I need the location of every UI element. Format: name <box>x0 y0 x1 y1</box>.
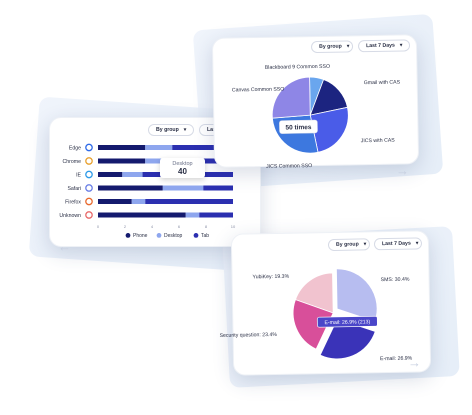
bar-unknown-tab[interactable] <box>199 212 233 218</box>
bar-chrome-phone[interactable] <box>98 158 146 164</box>
group-select[interactable]: By group ▾ <box>148 124 194 136</box>
category-label-unknown: Unknown <box>59 213 81 219</box>
category-label-edge: Edge <box>69 146 81 152</box>
pie-tooltip-label: E-mail: 26.9% (213) <box>324 319 370 326</box>
prev-arrow-icon[interactable]: ← <box>58 239 71 254</box>
pie-label-jics-common-sso: JICS Common SSO <box>266 163 312 170</box>
x-tick-label: 8 <box>205 224 208 229</box>
chevron-down-icon: ▾ <box>415 240 419 247</box>
legend-swatch-desktop <box>156 233 162 238</box>
auth-pie-chart: YubiKey: 19.3% SMS: 30.4% E-mail: 26.9% Sec… <box>220 268 413 363</box>
next-arrow-icon[interactable]: → <box>408 355 421 370</box>
period-select-label: Last 7 Days <box>381 240 411 248</box>
x-tick-label: 0 <box>97 224 100 229</box>
unknown-browser-icon <box>85 211 93 219</box>
pie-label-jics-with-cas: JICS with CAS <box>361 138 396 145</box>
pie-slice-e-mail-26-9[interactable] <box>319 318 376 360</box>
period-select[interactable]: Last 7 Days ▾ <box>373 237 423 251</box>
chevron-down-icon: ▾ <box>183 127 187 133</box>
ie-icon <box>85 170 93 179</box>
period-select[interactable]: Last 7 Days ▾ <box>357 39 411 53</box>
pie-slice-jics-with-cas[interactable] <box>309 106 349 153</box>
bar-unknown-phone[interactable] <box>98 212 186 218</box>
bar-firefox-tab[interactable] <box>145 199 233 204</box>
chart-tooltip: Desktop 40 <box>160 158 205 178</box>
legend-label-desktop: Desktop <box>164 233 183 239</box>
chrome-icon <box>85 157 93 165</box>
pie-label-sms-30-4: SMS: 30.4% <box>381 277 410 284</box>
x-tick-label: 10 <box>231 224 236 229</box>
pie-slice-yubikey-19-3[interactable] <box>294 272 334 314</box>
bar-edge-desktop[interactable] <box>145 145 173 150</box>
group-select[interactable]: By group ▾ <box>310 40 354 54</box>
period-select-label: Last 7 Days <box>365 42 395 50</box>
bar-ie-desktop[interactable] <box>122 172 143 177</box>
tooltip-title: Desktop <box>172 161 193 167</box>
bar-safari-tab[interactable] <box>203 185 233 191</box>
pie-tooltip <box>316 315 378 328</box>
safari-icon <box>85 184 93 192</box>
category-label-safari: Safari <box>67 186 81 192</box>
pie-label-e-mail-26-9: E-mail: 26.9% <box>380 356 413 363</box>
legend-swatch-tab <box>193 233 199 238</box>
bar-safari-phone[interactable] <box>98 185 163 191</box>
group-select-label: By group <box>156 127 179 133</box>
highlight-badge <box>279 119 318 134</box>
sso-usage-card: By group ▾ Last 7 Days ▾ Blackboard 9 Co… <box>211 34 420 170</box>
x-tick-label: 2 <box>124 224 127 229</box>
bar-firefox-phone[interactable] <box>98 199 132 204</box>
sso-pie-chart: Blackboard 9 Common SSO Gmail with CAS JIC… <box>232 64 401 170</box>
bar-edge-tab[interactable] <box>172 145 233 150</box>
highlight-badge-label: 50 times <box>285 124 312 131</box>
next-arrow-icon[interactable]: → <box>396 163 409 178</box>
category-label-ie: IE <box>76 173 81 179</box>
bar-ie-phone[interactable] <box>98 172 123 177</box>
edge-icon <box>85 143 93 152</box>
bar-unknown-desktop[interactable] <box>185 212 200 218</box>
firefox-icon <box>85 197 93 206</box>
bar-edge-phone[interactable] <box>98 145 146 150</box>
pie-label-security-question-23-4: Security question: 23.4% <box>220 332 278 339</box>
tooltip-value: 40 <box>178 167 187 176</box>
pie-label-yubikey-19-3: YubiKey: 19.3% <box>252 274 289 281</box>
x-tick-label: 6 <box>178 224 181 229</box>
chevron-down-icon: ▾ <box>346 43 350 50</box>
bar-safari-desktop[interactable] <box>162 185 204 191</box>
legend-label-tab: Tab <box>201 233 209 239</box>
pie-slice-canvas-common-sso[interactable] <box>271 76 311 119</box>
auth-method-card: By group ▾ Last 7 Days ▾ YubiKey: 19.3% S… <box>220 230 432 376</box>
category-label-firefox: Firefox <box>65 200 81 206</box>
pie-slice-sms-30-4[interactable] <box>335 268 378 323</box>
pie-label-blackboard-9-common-sso: Blackboard 9 Common SSO <box>265 64 330 71</box>
group-select[interactable]: By group ▾ <box>327 238 371 252</box>
group-select-label: By group <box>319 43 342 50</box>
pie-label-gmail-with-cas: Gmail with CAS <box>364 80 401 87</box>
legend-label-phone: Phone <box>133 233 148 239</box>
bar-firefox-desktop[interactable] <box>131 199 146 204</box>
x-tick-label: 4 <box>151 224 154 229</box>
group-select-label: By group <box>335 241 359 248</box>
pie-slice-security-question-23-4[interactable] <box>292 299 334 350</box>
legend-swatch-phone <box>125 233 131 238</box>
chevron-down-icon: ▾ <box>399 42 403 49</box>
pie-label-canvas-common-sso: Canvas Common SSO <box>232 87 285 94</box>
chevron-down-icon: ▾ <box>363 241 367 248</box>
category-label-chrome: Chrome <box>63 159 82 165</box>
